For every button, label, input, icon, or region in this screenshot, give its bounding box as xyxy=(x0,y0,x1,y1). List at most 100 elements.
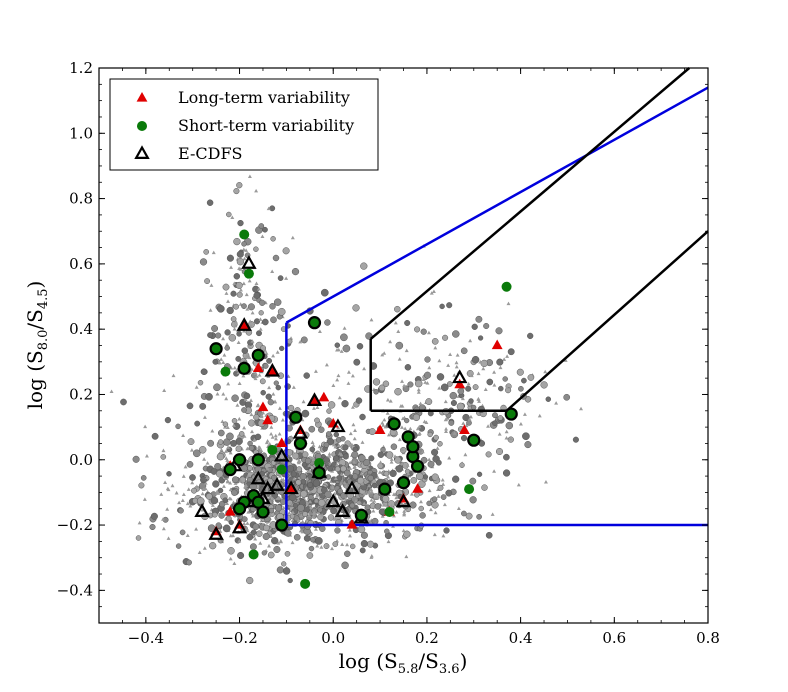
background-point xyxy=(318,426,325,433)
background-point xyxy=(348,460,353,465)
background-point xyxy=(316,510,321,514)
point-e-cdfs xyxy=(231,519,248,534)
background-point xyxy=(414,326,421,333)
background-point xyxy=(221,336,226,341)
point-e-cdfs-circles xyxy=(504,407,518,421)
background-point xyxy=(456,402,465,411)
background-point xyxy=(235,355,242,362)
background-point xyxy=(543,369,548,374)
background-point xyxy=(248,445,255,451)
background-point xyxy=(159,492,164,496)
background-point xyxy=(181,492,186,496)
point-long-term-variability xyxy=(346,519,358,529)
background-point xyxy=(238,287,243,292)
background-point xyxy=(337,395,342,400)
x-tick-label: −0.2 xyxy=(221,629,257,647)
x-tick-label: 0.4 xyxy=(509,629,533,647)
background-point xyxy=(395,465,404,473)
background-point xyxy=(200,491,205,496)
background-point xyxy=(427,457,432,462)
background-point xyxy=(299,473,307,480)
background-point xyxy=(238,431,245,437)
background-point xyxy=(252,421,257,426)
background-point xyxy=(270,435,275,439)
background-point xyxy=(421,377,426,381)
background-point xyxy=(340,465,347,473)
legend-label-short-term: Short-term variability xyxy=(178,116,354,135)
background-point xyxy=(368,428,376,436)
background-point xyxy=(330,484,335,489)
background-point xyxy=(166,471,172,477)
background-point xyxy=(258,317,263,321)
background-point xyxy=(270,496,275,501)
background-point xyxy=(260,389,266,396)
background-point xyxy=(351,422,356,427)
background-point xyxy=(289,435,294,439)
background-point xyxy=(222,353,227,357)
background-point xyxy=(323,442,330,448)
background-point xyxy=(236,291,243,298)
background-point xyxy=(304,486,309,490)
background-point xyxy=(269,425,274,429)
point-e-cdfs xyxy=(259,480,276,495)
background-point xyxy=(516,482,521,487)
background-point xyxy=(229,265,234,269)
background-point xyxy=(224,345,230,351)
background-point xyxy=(194,385,199,389)
legend: Long-term variability Short-term variabi… xyxy=(109,78,379,171)
background-point xyxy=(197,550,202,554)
background-point xyxy=(450,399,457,407)
background-point xyxy=(436,494,441,498)
background-point xyxy=(247,174,252,179)
background-point xyxy=(300,529,305,534)
background-point xyxy=(328,460,333,465)
background-point xyxy=(437,484,444,491)
background-point xyxy=(452,373,457,377)
background-point xyxy=(233,273,241,280)
background-point xyxy=(232,365,237,370)
background-point xyxy=(400,447,404,452)
point-e-cdfs xyxy=(269,477,285,491)
background-point xyxy=(380,446,386,453)
background-point xyxy=(418,480,426,488)
background-point xyxy=(374,496,379,500)
background-point xyxy=(481,484,488,491)
background-point xyxy=(402,383,407,388)
background-point xyxy=(292,502,299,509)
background-point xyxy=(431,289,436,293)
selection-lines xyxy=(285,67,709,527)
background-point xyxy=(440,383,449,392)
background-point xyxy=(200,368,208,376)
background-point xyxy=(290,235,295,240)
background-point xyxy=(253,414,260,421)
background-point xyxy=(247,355,252,360)
background-point xyxy=(386,432,391,437)
background-point xyxy=(270,269,275,274)
background-point xyxy=(237,381,242,385)
background-point xyxy=(393,454,398,458)
background-point xyxy=(199,258,208,266)
background-point xyxy=(504,429,509,434)
background-point xyxy=(339,472,344,476)
background-point xyxy=(231,476,239,484)
background-point xyxy=(230,290,237,297)
point-short-term-variability xyxy=(220,366,231,377)
background-point xyxy=(303,372,310,379)
background-point xyxy=(404,554,409,559)
background-point xyxy=(431,496,438,503)
background-point xyxy=(297,504,305,512)
background-point xyxy=(252,437,257,442)
background-point xyxy=(228,487,233,492)
background-point xyxy=(339,481,344,486)
background-point xyxy=(342,326,347,330)
background-point xyxy=(468,338,473,343)
background-point xyxy=(492,370,497,374)
background-point xyxy=(256,286,261,291)
background-point xyxy=(402,512,407,517)
y-tick-label: 0.8 xyxy=(69,190,93,208)
background-point xyxy=(426,500,432,507)
background-point xyxy=(186,461,194,468)
background-point xyxy=(324,490,332,498)
point-e-cdfs-circles xyxy=(251,495,265,509)
